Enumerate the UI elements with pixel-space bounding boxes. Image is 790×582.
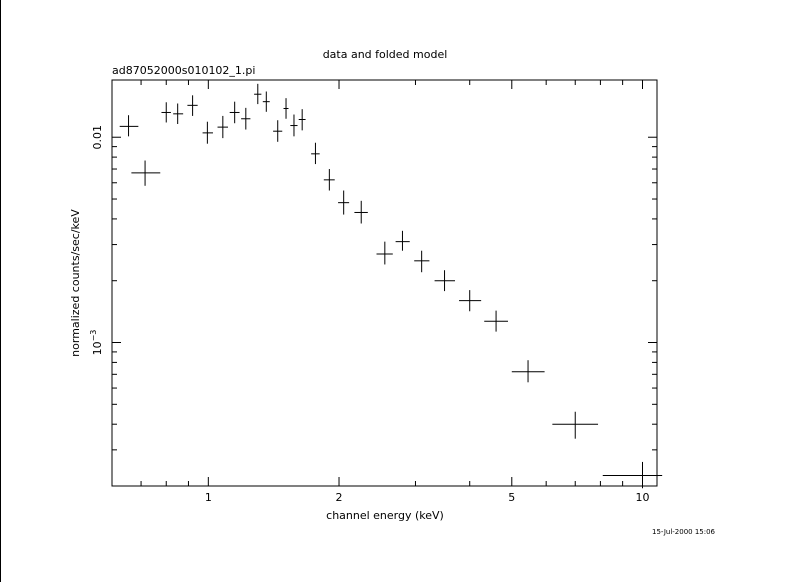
data-point <box>217 115 228 139</box>
y-tick-label: 0.01 <box>91 125 104 150</box>
data-point <box>338 190 350 215</box>
data-point <box>311 142 320 165</box>
data-point <box>434 270 456 292</box>
x-axis-label: channel energy (keV) <box>326 509 444 522</box>
data-point <box>298 109 306 131</box>
data-point <box>395 230 410 251</box>
data-point <box>273 120 283 142</box>
data-point <box>187 95 198 116</box>
data-points <box>119 83 663 489</box>
x-tick-label: 5 <box>508 491 515 504</box>
window-edge <box>0 0 1 582</box>
x-tick-label: 2 <box>336 491 343 504</box>
data-point <box>323 169 335 191</box>
data-point <box>241 107 251 130</box>
data-point <box>119 115 139 137</box>
data-point <box>484 310 508 332</box>
data-point <box>254 83 262 105</box>
data-point <box>414 250 430 273</box>
x-tick-label: 10 <box>635 491 649 504</box>
chart-title: data and folded model <box>323 48 448 61</box>
data-point <box>552 411 599 439</box>
footer-timestamp: 15-Jul-2000 15:06 <box>652 528 716 536</box>
data-point <box>161 102 171 123</box>
x-tick-label: 1 <box>205 491 212 504</box>
data-point <box>202 121 213 144</box>
data-point <box>376 241 393 265</box>
data-point <box>511 360 545 383</box>
axis-tick-labels: 1 2 5 10 10−3 0.01 <box>89 125 649 504</box>
data-point <box>602 461 663 489</box>
data-point <box>262 91 270 112</box>
data-point <box>131 160 161 186</box>
data-point <box>229 101 240 124</box>
data-point <box>290 114 298 137</box>
data-point <box>459 290 482 312</box>
data-point <box>354 200 368 224</box>
data-point <box>283 98 289 119</box>
y-tick-label: 10−3 <box>89 330 104 356</box>
data-point <box>173 103 184 124</box>
chart-subtitle: ad87052000s010102_1.pi <box>112 64 255 77</box>
y-axis-label: normalized counts/sec/keV <box>69 209 82 357</box>
axis-ticks <box>111 80 657 487</box>
plot-frame <box>111 79 658 487</box>
